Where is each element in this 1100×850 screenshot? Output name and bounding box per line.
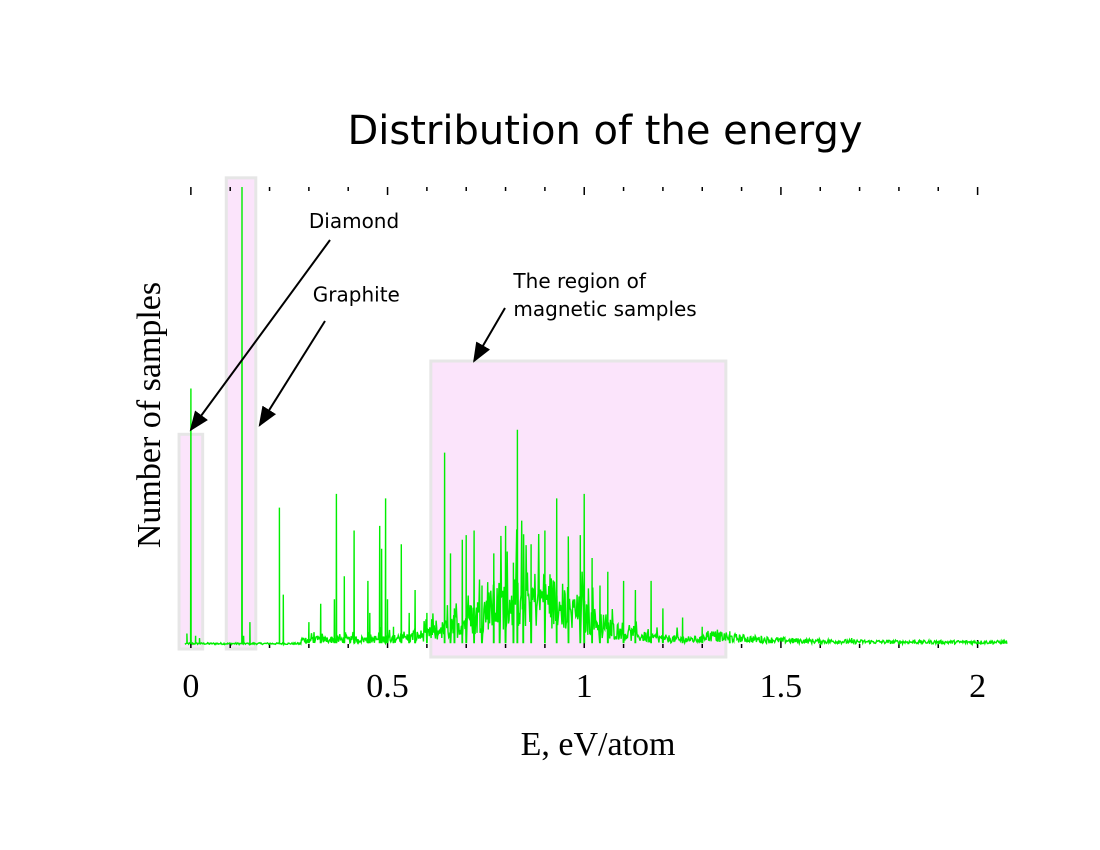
- axis-ticks: [190, 187, 979, 648]
- x-tick-label: 0: [182, 668, 199, 705]
- annotation-line: The region of: [512, 269, 646, 293]
- annotation-arrow: [258, 320, 326, 427]
- annotations: Diamond Graphite The region of magnetic sam…: [189, 209, 697, 432]
- annotation-line: Diamond: [309, 209, 399, 233]
- highlight-region-2: [224, 176, 258, 651]
- x-tick-label: 0.5: [366, 668, 409, 705]
- annotation-line: Graphite: [313, 283, 400, 307]
- x-tick-label: 2: [969, 668, 986, 705]
- x-tick-label: 1.5: [760, 668, 803, 705]
- annotation-arrow: [473, 307, 506, 363]
- y-axis-label: Number of samples: [131, 282, 168, 548]
- annotation-label: The region of magnetic samples: [512, 269, 696, 321]
- data-series: [184, 186, 1008, 647]
- annotation-label: Graphite: [313, 283, 400, 307]
- annotation-line: magnetic samples: [513, 297, 696, 321]
- chart-title: Distribution of the energy: [347, 108, 862, 154]
- x-axis-label: E, eV/atom: [521, 726, 676, 763]
- x-tick-label: 1: [576, 668, 593, 705]
- x-tick-labels: 0 0.5 1 1.5 2: [182, 668, 986, 705]
- series-line: [184, 186, 1008, 647]
- annotation-label: Diamond: [309, 209, 399, 233]
- annotation-arrow: [189, 239, 331, 432]
